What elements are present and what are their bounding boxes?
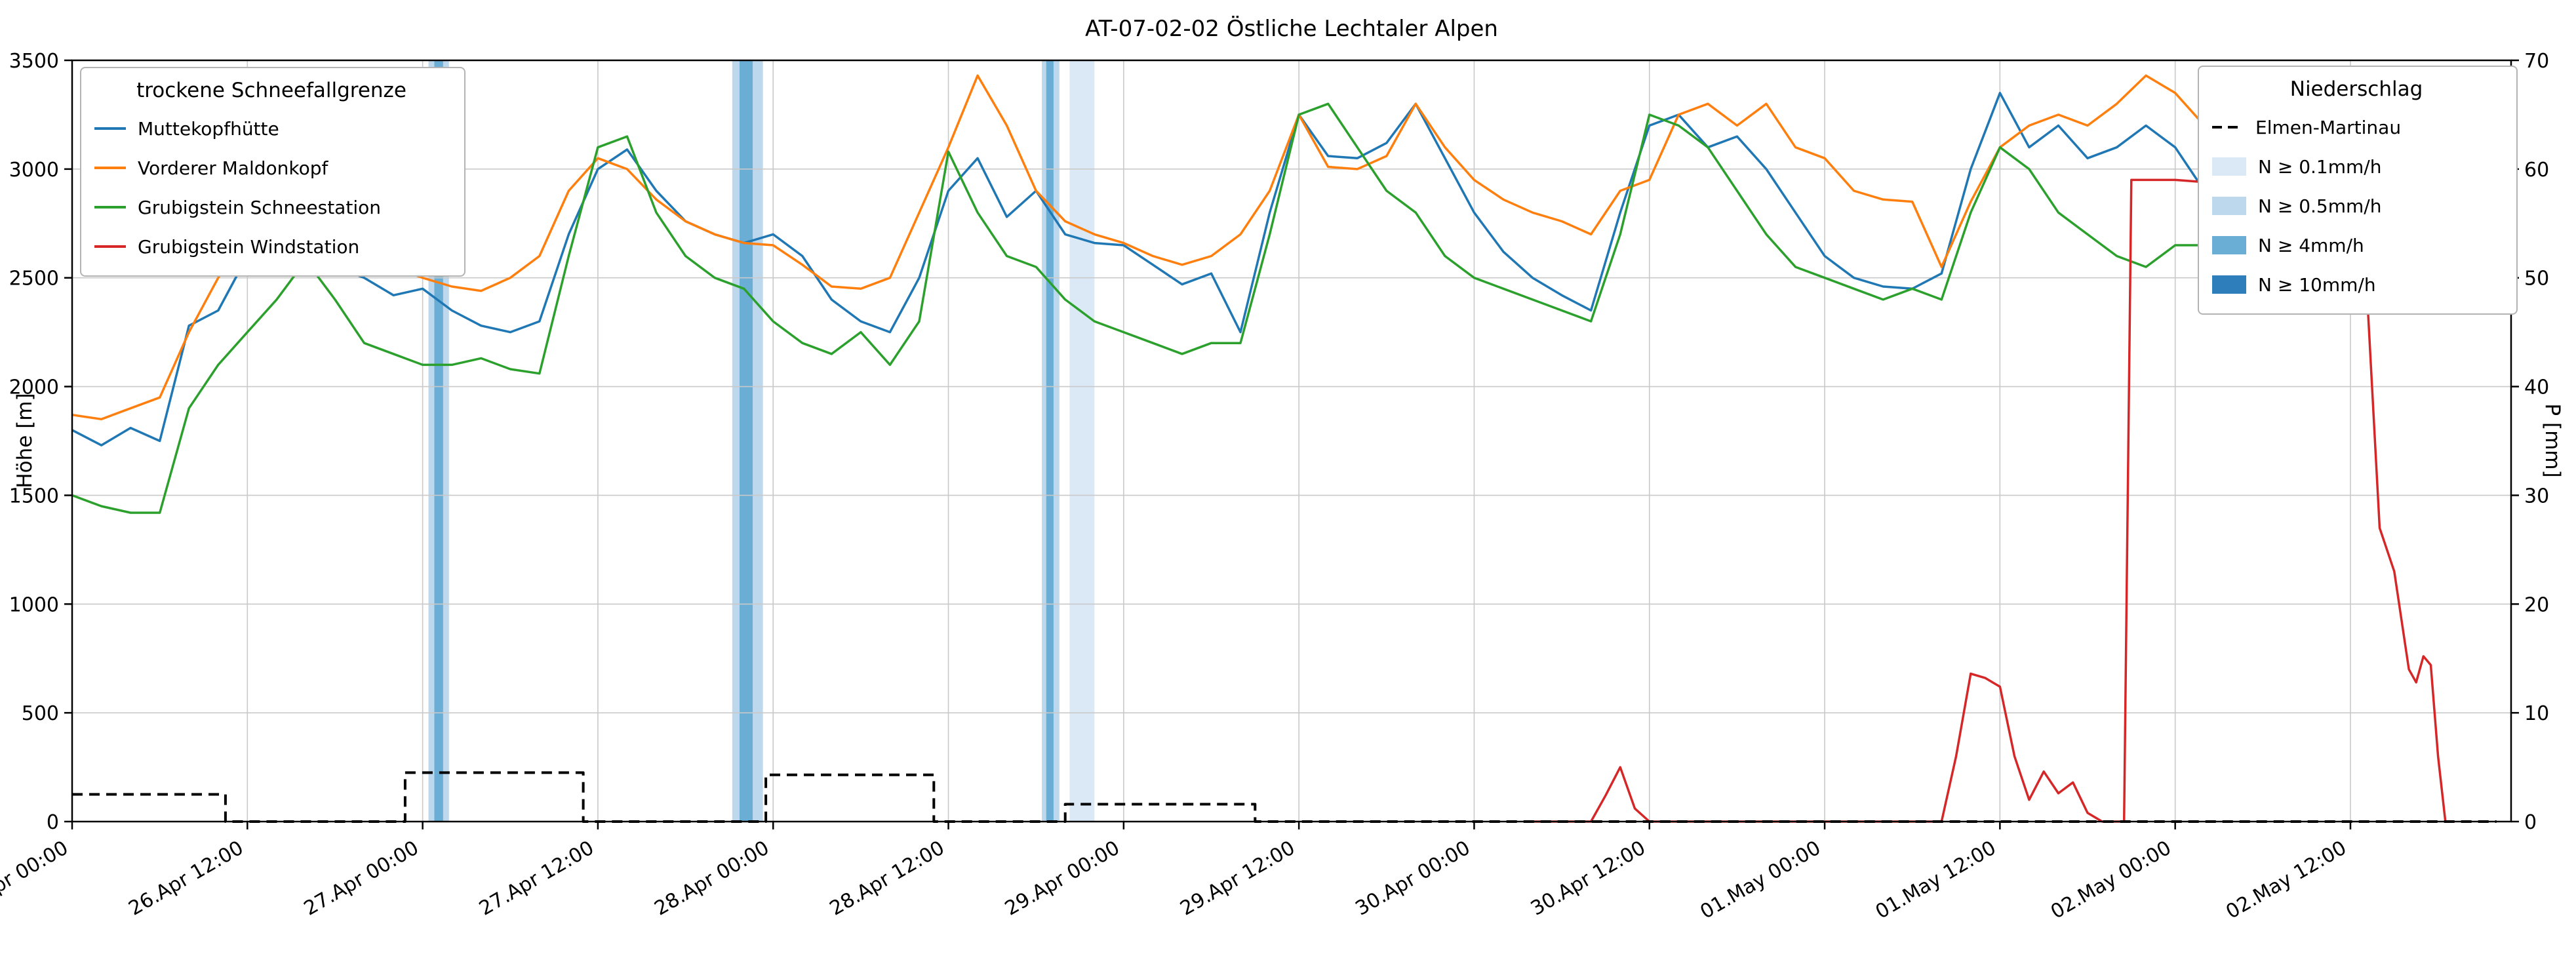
legend-snowfall-title: trockene Schneefallgrenze (136, 79, 406, 102)
muttekopfhuette-line-swatch (94, 127, 126, 130)
svg-text:2000: 2000 (9, 376, 59, 399)
series-line-4 (72, 771, 2497, 823)
svg-text:20: 20 (2524, 593, 2549, 616)
svg-text:29.Apr 00:00: 29.Apr 00:00 (1001, 837, 1124, 921)
svg-text:28.Apr 12:00: 28.Apr 12:00 (826, 837, 949, 921)
legend-item: N ≥ 0.5mm/h (2212, 186, 2501, 226)
svg-text:0: 0 (2524, 811, 2537, 834)
legend-label: N ≥ 10mm/h (2258, 273, 2376, 296)
svg-text:0: 0 (47, 811, 59, 834)
legend-item: Grubigstein Schneestation (94, 188, 448, 227)
legend-label: Vorderer Maldonkopf (138, 157, 328, 179)
legend-precip: Niederschlag Elmen-Martinau N ≥ 0.1mm/h … (2198, 66, 2518, 315)
svg-text:28.Apr 00:00: 28.Apr 00:00 (650, 837, 773, 921)
legend-snowfall: trockene Schneefallgrenze Muttekopfhütte… (80, 67, 466, 277)
svg-text:2500: 2500 (9, 268, 59, 290)
grubigstein-windstation-line-swatch (94, 245, 126, 248)
precip-band (1046, 60, 1054, 822)
svg-text:02.May 00:00: 02.May 00:00 (2047, 837, 2175, 924)
svg-text:60: 60 (2524, 159, 2549, 182)
precip-intensity-patch-05 (2212, 197, 2246, 215)
legend-item: Grubigstein Windstation (94, 227, 448, 266)
precip-bands (428, 60, 1095, 822)
legend-item: N ≥ 0.1mm/h (2212, 147, 2501, 186)
svg-text:1000: 1000 (9, 593, 59, 616)
grubigstein-schneestation-line-swatch (94, 206, 126, 209)
y-axis-label-right: P [mm] (2541, 403, 2564, 478)
svg-text:70: 70 (2524, 50, 2549, 73)
legend-label: Elmen-Martinau (2255, 116, 2402, 138)
svg-text:01.May 00:00: 01.May 00:00 (1696, 837, 1825, 924)
elmen-martinau-dashed-line-swatch (2212, 126, 2244, 129)
svg-text:40: 40 (2524, 376, 2549, 399)
precip-intensity-patch-4 (2212, 236, 2246, 254)
chart-title: AT-07-02-02 Östliche Lechtaler Alpen (1085, 16, 1498, 42)
legend-label: Grubigstein Windstation (138, 235, 360, 258)
svg-text:26.Apr 12:00: 26.Apr 12:00 (125, 837, 247, 921)
legend-item: N ≥ 4mm/h (2212, 226, 2501, 265)
svg-text:01.May 12:00: 01.May 12:00 (1872, 837, 2000, 924)
legend-label: Grubigstein Schneestation (138, 196, 381, 218)
legend-item: Elmen-Martinau (2212, 108, 2501, 147)
svg-text:29.Apr 12:00: 29.Apr 12:00 (1176, 837, 1299, 921)
svg-text:27.Apr 00:00: 27.Apr 00:00 (300, 837, 423, 921)
legend-item: Muttekopfhütte (94, 109, 448, 148)
tick-marks (64, 59, 2519, 829)
series-line-2 (71, 102, 2498, 514)
precip-intensity-patch-01 (2212, 157, 2246, 176)
svg-text:500: 500 (22, 702, 59, 725)
svg-text:02.May 12:00: 02.May 12:00 (2222, 837, 2350, 924)
svg-text:50: 50 (2524, 268, 2549, 290)
svg-text:27.Apr 12:00: 27.Apr 12:00 (475, 837, 598, 921)
series-line-0 (71, 92, 2497, 447)
svg-text:30.Apr 12:00: 30.Apr 12:00 (1527, 837, 1650, 921)
svg-text:3500: 3500 (9, 50, 59, 73)
legend-label: N ≥ 0.1mm/h (2258, 155, 2382, 178)
svg-text:10: 10 (2524, 702, 2549, 725)
svg-text:26.Apr 00:00: 26.Apr 00:00 (0, 837, 72, 921)
precip-intensity-patch-10 (2212, 275, 2246, 294)
svg-text:1500: 1500 (9, 485, 59, 507)
precip-band (739, 60, 753, 822)
legend-item: N ≥ 10mm/h (2212, 265, 2501, 304)
legend-label: N ≥ 0.5mm/h (2258, 195, 2382, 217)
legend-precip-title: Niederschlag (2289, 77, 2423, 101)
y-axis-label-left: Höhe [m] (13, 393, 37, 488)
plot-frame (71, 59, 2512, 823)
series-line-1 (71, 74, 2497, 421)
legend-label: Muttekopfhütte (138, 117, 279, 140)
svg-text:30.Apr 00:00: 30.Apr 00:00 (1352, 837, 1475, 921)
legend-label: N ≥ 4mm/h (2258, 234, 2364, 256)
vorderer-maldonkopf-line-swatch (94, 167, 126, 169)
svg-text:3000: 3000 (9, 159, 59, 182)
legend-item: Vorderer Maldonkopf (94, 148, 448, 188)
precip-band (1069, 60, 1095, 822)
svg-text:30: 30 (2524, 485, 2549, 507)
